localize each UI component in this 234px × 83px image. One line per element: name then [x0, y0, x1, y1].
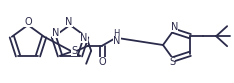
Text: S: S	[71, 46, 77, 56]
Text: N: N	[171, 22, 178, 32]
Text: S: S	[169, 57, 176, 67]
Text: H: H	[113, 29, 119, 38]
Text: O: O	[98, 57, 106, 67]
Text: N: N	[80, 33, 88, 43]
Text: N: N	[113, 36, 121, 46]
Text: N: N	[65, 17, 73, 26]
Text: O: O	[24, 17, 32, 27]
Text: N: N	[52, 28, 59, 38]
